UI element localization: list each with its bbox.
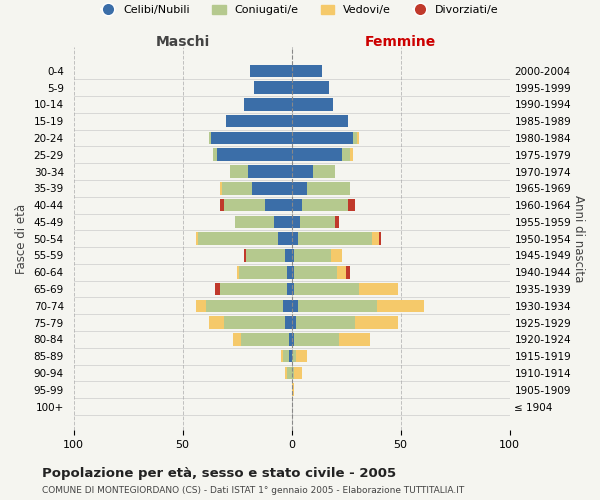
Bar [357,132,359,144]
Bar [293,283,359,296]
Bar [196,300,206,312]
Bar [217,148,292,161]
Bar [292,333,293,345]
Bar [211,132,292,144]
Bar [292,182,307,194]
Bar [331,249,341,262]
Text: Femmine: Femmine [365,35,436,49]
Bar [292,98,333,110]
Bar [285,249,292,262]
Bar [292,132,353,144]
Bar [292,266,293,278]
Text: COMUNE DI MONTEGIORDANO (CS) - Dati ISTAT 1° gennaio 2005 - Elaborazione TUTTITA: COMUNE DI MONTEGIORDANO (CS) - Dati ISTA… [42,486,464,495]
Bar [287,266,292,278]
Bar [233,333,241,345]
Bar [278,232,292,245]
Bar [307,182,350,194]
Bar [298,300,377,312]
Bar [296,316,355,329]
Bar [209,316,224,329]
Bar [230,165,248,178]
Bar [350,148,353,161]
Bar [340,333,370,345]
Bar [296,350,307,362]
Text: Popolazione per età, sesso e stato civile - 2005: Popolazione per età, sesso e stato civil… [42,467,396,480]
Text: Maschi: Maschi [155,35,209,49]
Bar [213,148,217,161]
Bar [300,216,335,228]
Bar [250,64,292,77]
Bar [226,115,292,128]
Bar [292,300,298,312]
Bar [359,283,398,296]
Bar [346,266,350,278]
Bar [248,165,292,178]
Bar [292,249,293,262]
Bar [292,316,296,329]
Bar [292,165,313,178]
Bar [292,366,293,380]
Bar [235,216,274,228]
Bar [292,384,293,396]
Bar [283,300,292,312]
Bar [302,199,348,211]
Bar [292,64,322,77]
Bar [292,115,348,128]
Bar [222,182,252,194]
Bar [287,366,292,380]
Bar [292,216,300,228]
Bar [292,232,298,245]
Bar [237,266,239,278]
Bar [285,366,287,380]
Bar [254,82,292,94]
Bar [289,350,292,362]
Bar [239,266,287,278]
Bar [285,316,292,329]
Bar [220,199,224,211]
Bar [353,132,357,144]
Bar [372,232,379,245]
Bar [292,350,296,362]
Bar [241,333,289,345]
Bar [287,283,292,296]
Bar [244,249,246,262]
Bar [246,249,285,262]
Bar [348,199,355,211]
Bar [209,132,211,144]
Bar [252,182,292,194]
Bar [335,216,340,228]
Bar [337,266,346,278]
Legend: Celibi/Nubili, Coniugati/e, Vedovi/e, Divorziati/e: Celibi/Nubili, Coniugati/e, Vedovi/e, Di… [97,0,503,20]
Bar [196,232,198,245]
Bar [298,232,372,245]
Bar [283,350,289,362]
Bar [206,300,283,312]
Bar [224,316,285,329]
Bar [265,199,292,211]
Y-axis label: Anni di nascita: Anni di nascita [572,195,585,282]
Bar [292,148,341,161]
Y-axis label: Fasce di età: Fasce di età [15,204,28,274]
Bar [215,283,220,296]
Bar [274,216,292,228]
Bar [293,366,302,380]
Bar [292,283,293,296]
Bar [341,148,350,161]
Bar [220,182,222,194]
Bar [292,199,302,211]
Bar [244,98,292,110]
Bar [293,266,337,278]
Bar [198,232,278,245]
Bar [220,283,287,296]
Bar [377,300,424,312]
Bar [281,350,283,362]
Bar [292,82,329,94]
Bar [293,249,331,262]
Bar [313,165,335,178]
Bar [355,316,398,329]
Bar [224,199,265,211]
Bar [379,232,381,245]
Bar [289,333,292,345]
Bar [293,333,340,345]
